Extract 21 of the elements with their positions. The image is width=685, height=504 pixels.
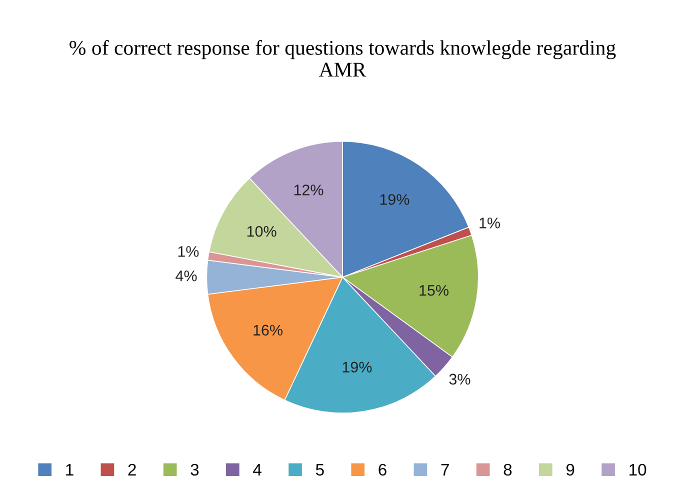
legend-label: 9 bbox=[566, 464, 574, 476]
data-label: 4% bbox=[176, 270, 197, 282]
data-label: 19% bbox=[342, 362, 372, 373]
legend-label: 4 bbox=[253, 464, 262, 476]
data-label: 1% bbox=[480, 218, 500, 228]
legend-label: 6 bbox=[378, 464, 386, 476]
data-label: 12% bbox=[294, 184, 324, 196]
legend-label: 5 bbox=[316, 464, 324, 476]
data-label: 3% bbox=[449, 374, 470, 385]
legend-label: 7 bbox=[441, 464, 449, 476]
legend-label: 1 bbox=[66, 464, 74, 476]
legend-label: 10 bbox=[630, 464, 646, 476]
legend-label: 8 bbox=[504, 464, 512, 476]
data-label: 19% bbox=[380, 194, 410, 205]
legend-label: 3 bbox=[190, 464, 199, 476]
data-label: 10% bbox=[247, 226, 276, 237]
chart-title: % of correct response for questions towards knowlegde regarding AMR bbox=[70, 40, 616, 77]
data-label: 16% bbox=[254, 324, 283, 336]
legend-label: 2 bbox=[128, 464, 136, 476]
data-label: 1% bbox=[178, 246, 199, 257]
data-label: 15% bbox=[420, 285, 448, 296]
